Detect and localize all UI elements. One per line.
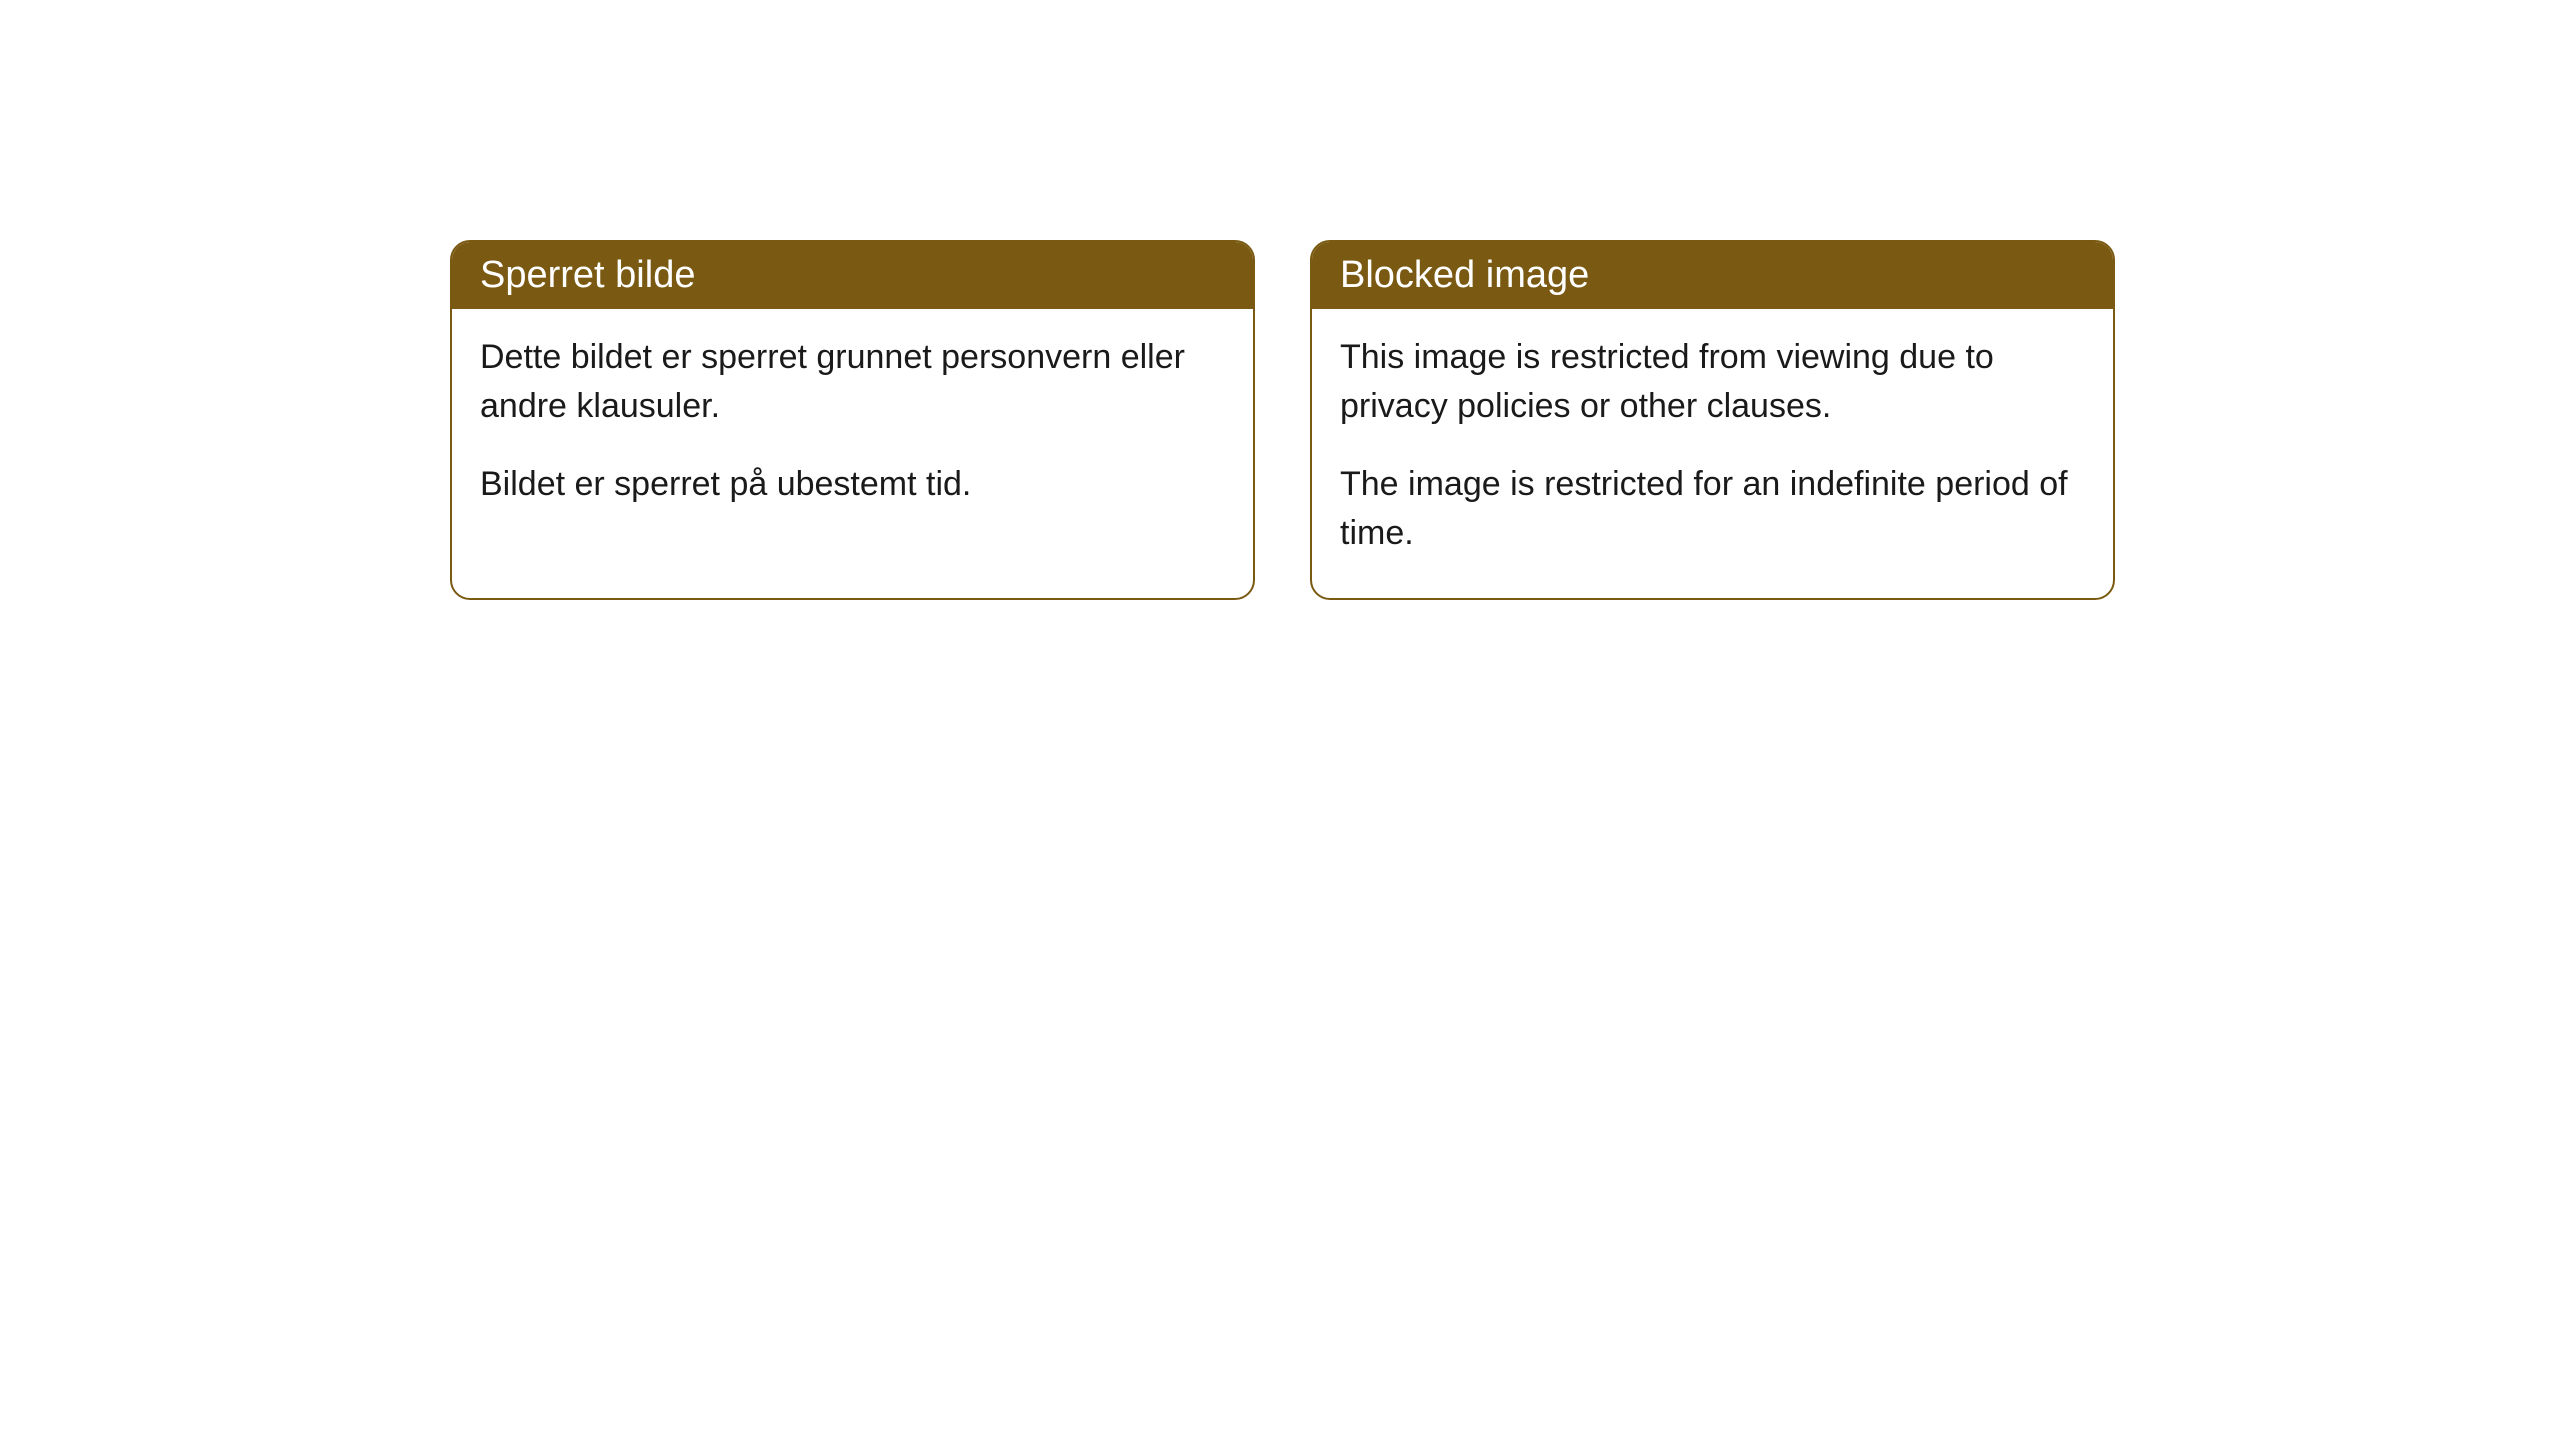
notice-header-english: Blocked image — [1312, 242, 2113, 309]
notice-para2-english: The image is restricted for an indefinit… — [1340, 460, 2085, 559]
notice-container: Sperret bilde Dette bildet er sperret gr… — [0, 0, 2560, 600]
notice-para1-english: This image is restricted from viewing du… — [1340, 333, 2085, 432]
notice-body-english: This image is restricted from viewing du… — [1312, 309, 2113, 598]
notice-card-english: Blocked image This image is restricted f… — [1310, 240, 2115, 600]
notice-title-english: Blocked image — [1340, 254, 1589, 296]
notice-title-norwegian: Sperret bilde — [480, 254, 695, 296]
notice-para1-norwegian: Dette bildet er sperret grunnet personve… — [480, 333, 1225, 432]
notice-para2-norwegian: Bildet er sperret på ubestemt tid. — [480, 460, 1225, 509]
notice-body-norwegian: Dette bildet er sperret grunnet personve… — [452, 309, 1253, 549]
notice-header-norwegian: Sperret bilde — [452, 242, 1253, 309]
notice-card-norwegian: Sperret bilde Dette bildet er sperret gr… — [450, 240, 1255, 600]
